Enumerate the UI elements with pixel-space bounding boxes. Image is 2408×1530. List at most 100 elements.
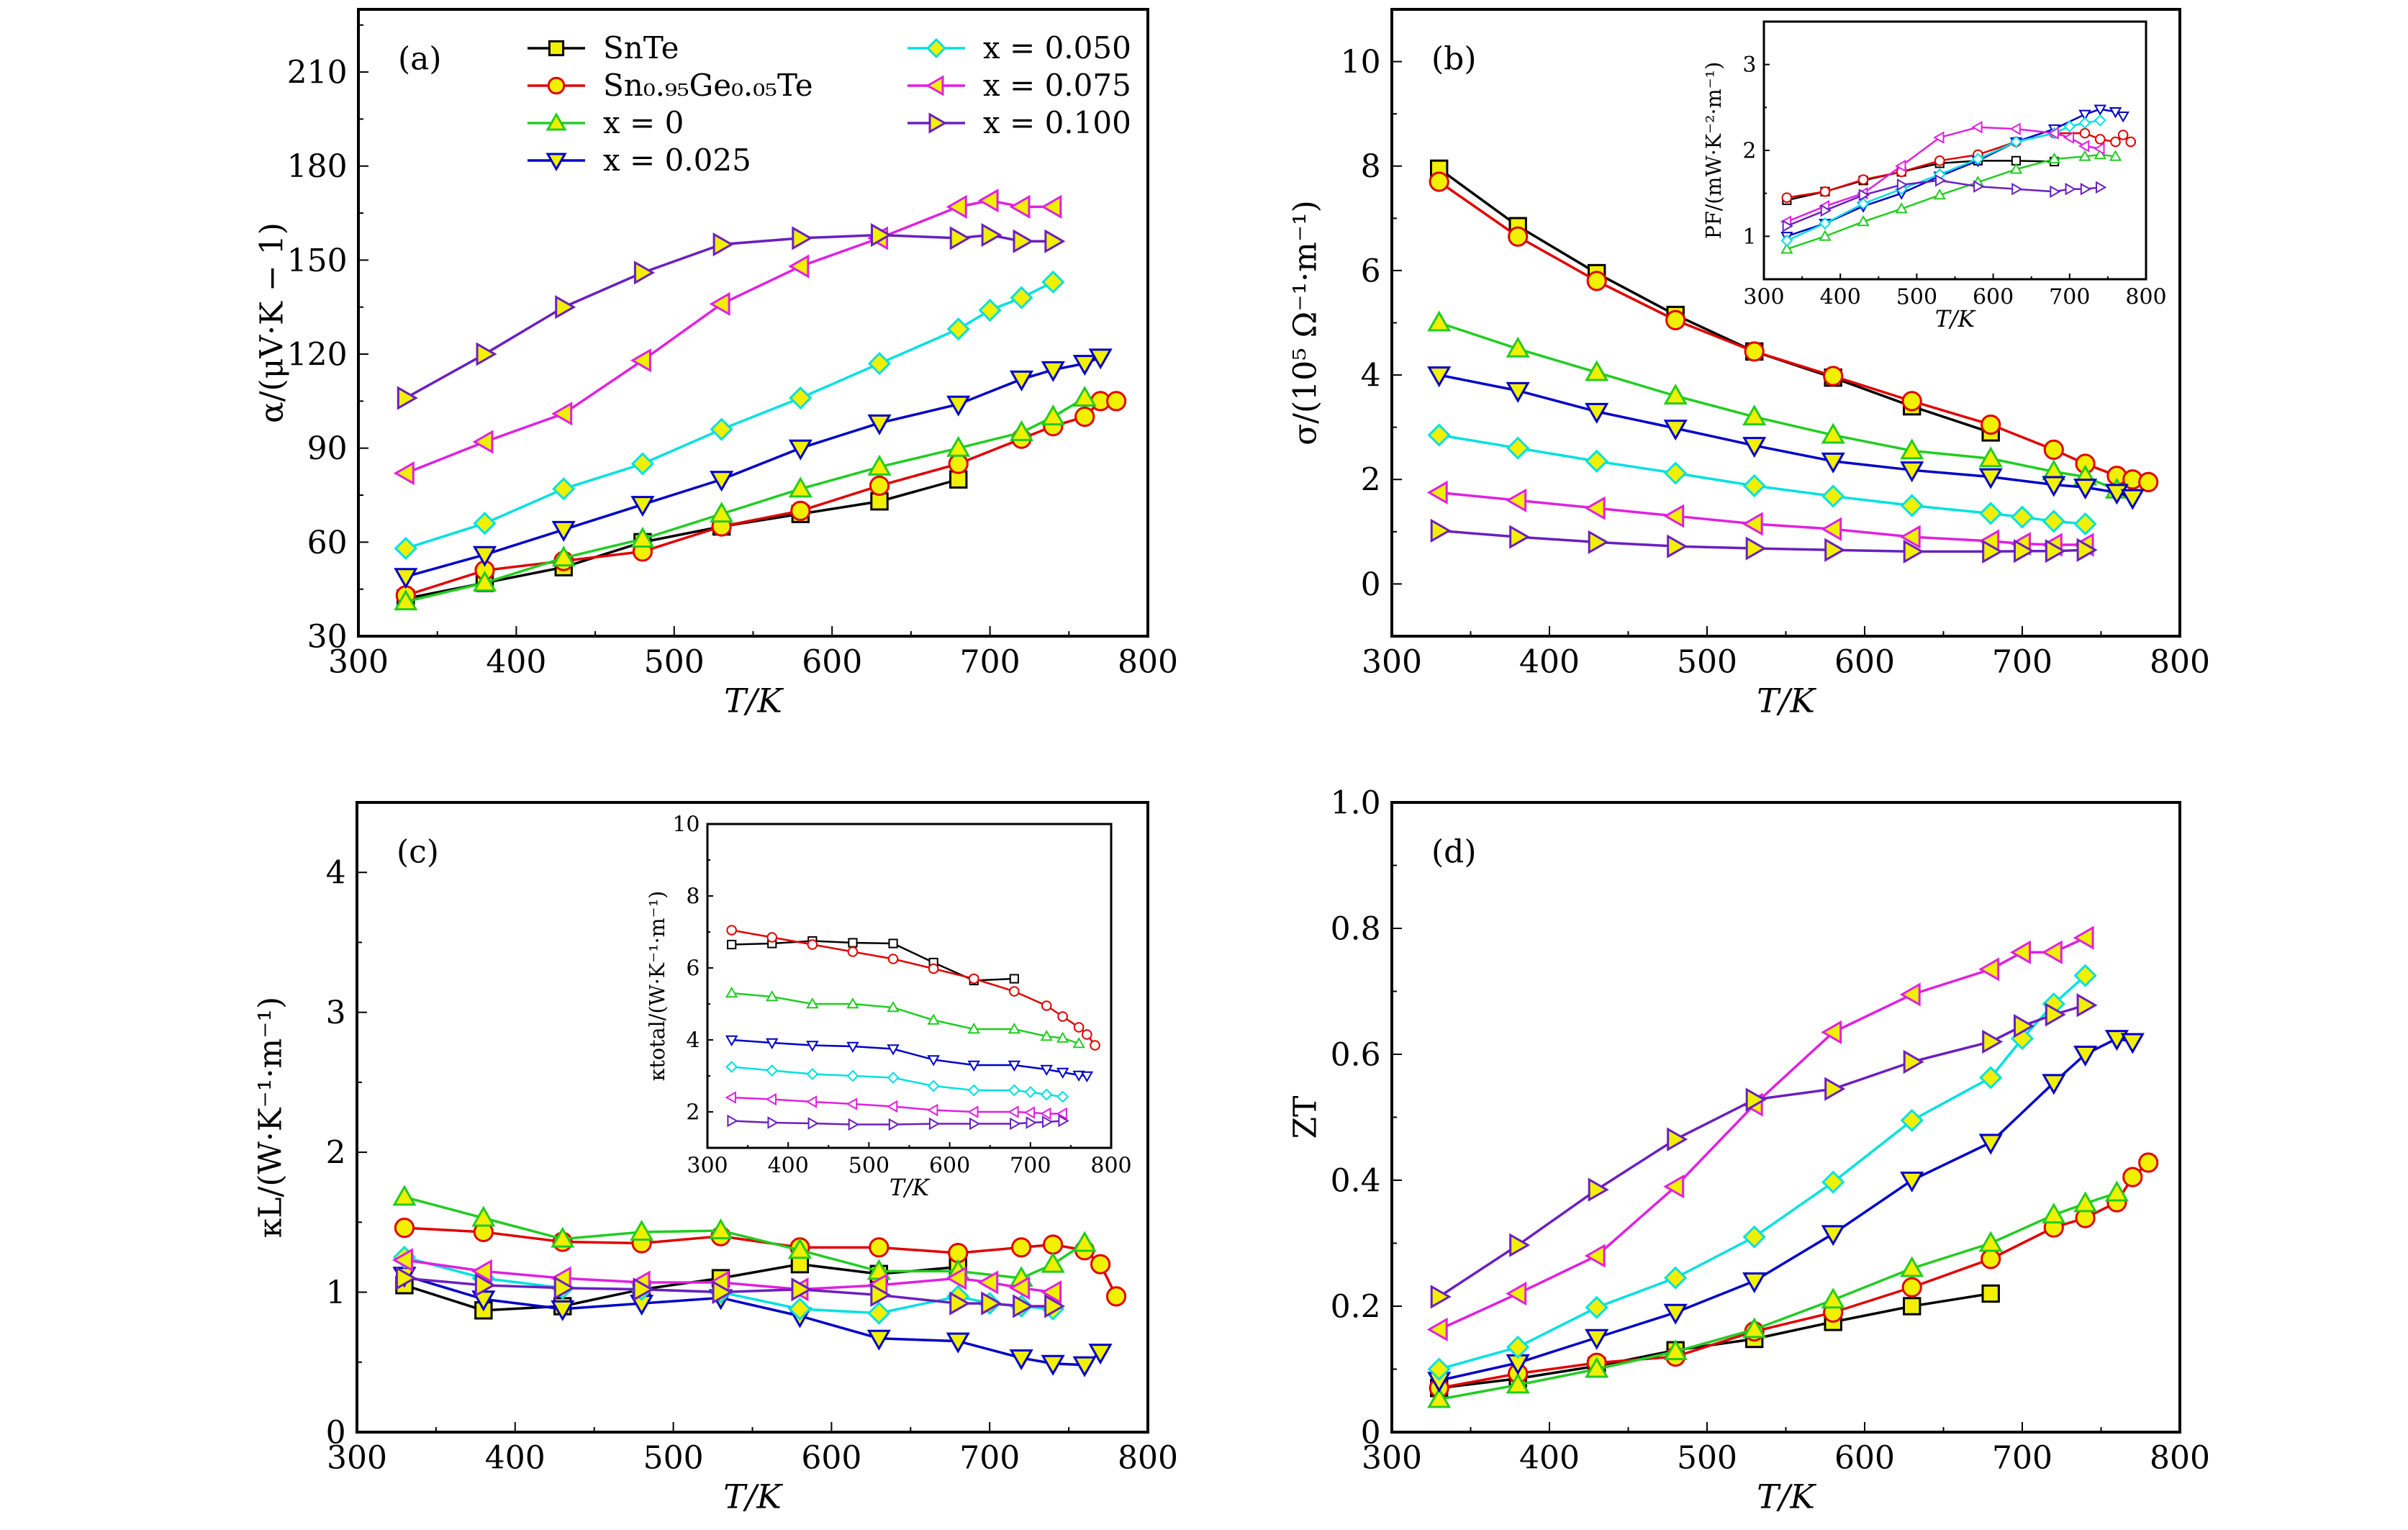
data-point: [1664, 1266, 1688, 1290]
panel-label: (c): [397, 834, 439, 871]
legend-item: x = 0.100: [907, 105, 1131, 140]
data-point: [1781, 192, 1793, 203]
data-point: [1903, 539, 1924, 563]
data-point: [1508, 226, 1529, 247]
x-tick-label: 400: [1519, 1440, 1580, 1477]
data-point: [1857, 215, 1870, 227]
series-line: [405, 478, 959, 600]
data-point: [2063, 120, 2076, 133]
data-point: [948, 453, 969, 474]
data-point: [869, 1237, 890, 1258]
data-point: [1819, 217, 1832, 230]
data-point: [967, 1084, 980, 1097]
series-x---0.075: [725, 1091, 1067, 1121]
data-point: [1506, 336, 1530, 358]
data-point: [2109, 150, 2122, 161]
data-point: [2138, 1152, 2159, 1173]
data-point: [1824, 538, 1846, 562]
data-point: [1742, 1225, 1766, 1249]
data-point: [887, 1000, 900, 1013]
data-point: [1667, 1127, 1688, 1151]
data-point: [1057, 1011, 1068, 1022]
data-point: [2047, 127, 2059, 140]
data-point: [888, 1118, 900, 1131]
data-point: [871, 222, 892, 248]
data-point: [2041, 940, 2063, 964]
data-point: [1509, 525, 1531, 549]
data-point: [2010, 505, 2034, 529]
data-point: [1821, 517, 1842, 541]
series-x---0.025: [1427, 1030, 2145, 1393]
data-point: [476, 342, 497, 366]
panel-inset-c: 300 400 500 600 700 800 2 4 6 8 10 T/K κtotal/(W·K⁻¹…: [646, 812, 1132, 1202]
data-point: [633, 1277, 654, 1302]
legend-item: SnTe: [528, 30, 679, 65]
y-tick-label: 30: [307, 618, 348, 655]
axes-frame: [356, 801, 1149, 1434]
x-tick-label: 800: [2150, 1440, 2210, 1477]
series-x---0: [725, 986, 1085, 1049]
series-x---0.100: [395, 1266, 1066, 1318]
data-point: [2122, 1167, 2143, 1187]
data-point: [1009, 370, 1034, 391]
data-point: [1820, 204, 1832, 217]
data-point: [394, 589, 418, 611]
panel-label: (d): [1431, 834, 1477, 871]
y-tick-label: 0.4: [1331, 1162, 1381, 1199]
data-point: [887, 1072, 900, 1084]
data-point: [1978, 1231, 2003, 1252]
x-tick-label: 600: [1973, 285, 2014, 310]
data-point: [1742, 512, 1763, 536]
series-Sn-.--Ge-.--Te: [726, 925, 1100, 1051]
data-point: [630, 348, 651, 373]
data-point: [2138, 471, 2159, 492]
legend-label: x = 0: [603, 105, 684, 140]
data-point: [968, 973, 979, 984]
data-point: [1895, 202, 1908, 214]
data-point: [1978, 957, 2000, 982]
series-x---0.050: [1780, 114, 2106, 247]
data-point: [767, 1116, 779, 1129]
data-point: [1663, 1339, 1688, 1360]
x-tick-label: 500: [1896, 285, 1937, 310]
data-point: [848, 1118, 859, 1131]
x-tick-label: 700: [1992, 1440, 2052, 1477]
data-point: [395, 1266, 417, 1290]
data-point: [471, 1259, 492, 1283]
data-point: [2010, 135, 2022, 148]
x-tick-label: 400: [1519, 644, 1580, 681]
data-point: [2042, 1074, 2066, 1095]
data-point: [1427, 310, 1452, 332]
data-point: [846, 1041, 859, 1054]
legend-item: Sn₀.₉₅Ge₀.₀₅Te: [528, 68, 813, 103]
series-Sn-.--Ge-.--Te: [1429, 171, 2159, 492]
data-point: [928, 963, 939, 974]
x-tick-label: 400: [485, 1440, 546, 1477]
data-point: [1426, 480, 1448, 504]
data-point: [978, 298, 1002, 322]
data-point: [1058, 1114, 1069, 1128]
data-point: [1088, 348, 1113, 370]
panel-b: 300 400 500 600 700 800 0 2 4 6 8 10 T/K σ/(10⁵ Ω⁻¹·m…: [1287, 8, 2210, 720]
data-point: [1584, 1244, 1606, 1268]
data-point: [1427, 1387, 1452, 1408]
data-point: [1663, 504, 1685, 528]
data-point: [1041, 1000, 1052, 1011]
legend-item: x = 0: [528, 105, 684, 140]
legend-marker: [547, 76, 566, 95]
legend-marker: [546, 153, 567, 172]
data-point: [1821, 1020, 1842, 1044]
data-point: [806, 997, 819, 1009]
legend-item: x = 0.075: [907, 68, 1131, 103]
data-point: [1742, 1272, 1767, 1294]
data-point: [725, 1061, 738, 1073]
data-point: [1430, 1285, 1452, 1309]
data-point: [472, 546, 497, 567]
data-point: [1745, 536, 1767, 561]
data-point: [1041, 1115, 1054, 1128]
x-axis-label: T/K: [890, 1175, 931, 1201]
data-point: [1934, 155, 1945, 166]
data-point: [1979, 1066, 2003, 1090]
data-point: [949, 1291, 971, 1316]
data-point: [946, 395, 971, 417]
